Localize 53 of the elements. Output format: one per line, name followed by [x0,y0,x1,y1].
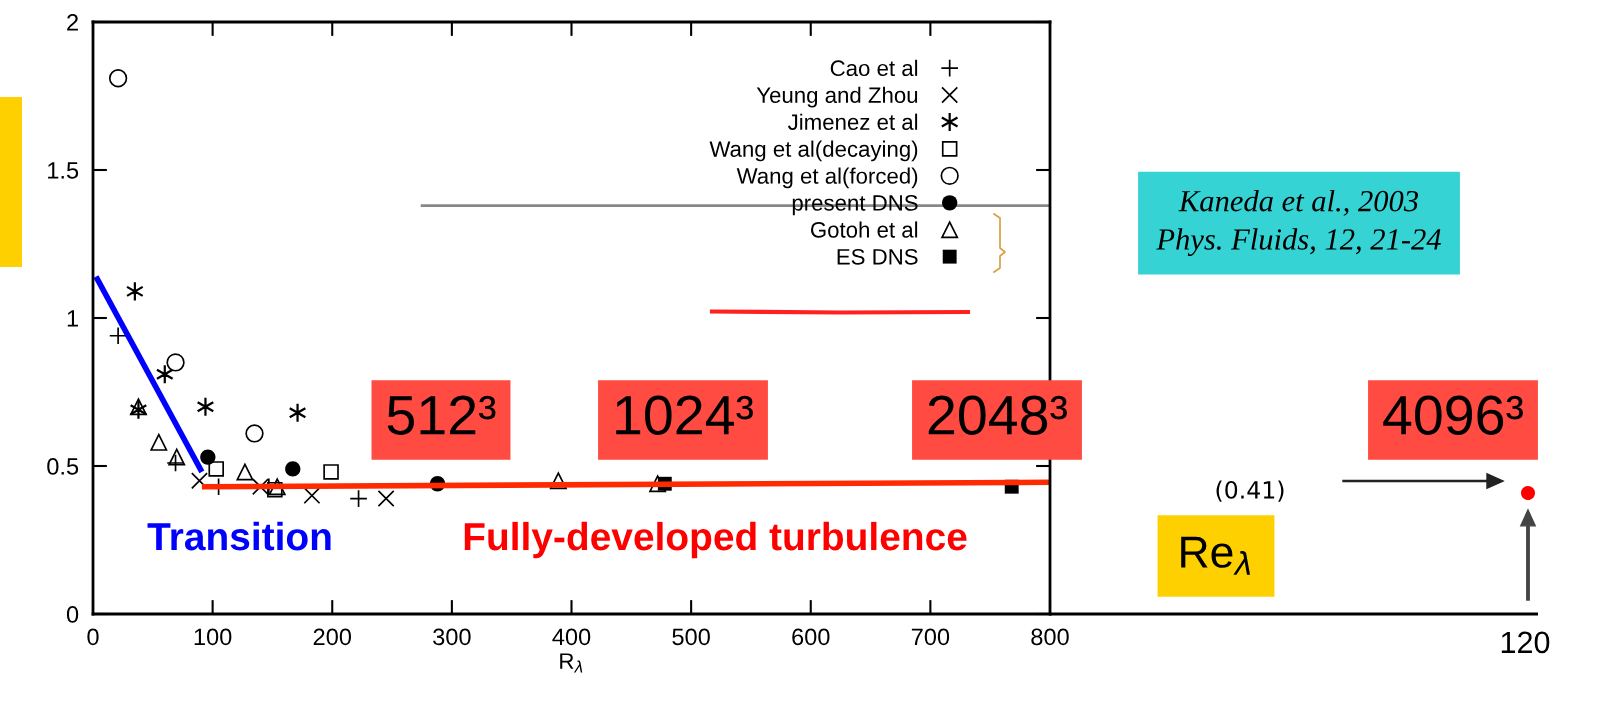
x-tick-label: 0 [87,628,99,646]
point [303,487,321,505]
x-axis-title: R$_{λ}$ [560,653,583,673]
annotation: 512³ [387,395,496,435]
text: Re$_{λ}$ [1181,536,1250,575]
x-tick-label: 500 [672,628,710,646]
annotation: 1024³ [616,395,753,435]
point [196,396,215,417]
text: (0.41) [1216,480,1284,502]
point [150,433,168,451]
y-tick-label: 0.5 [47,458,79,475]
point [155,364,174,385]
text: 120 [1501,631,1550,654]
point [285,461,301,477]
point [108,69,128,88]
point [129,398,147,416]
x-tick-label: 800 [1031,628,1069,646]
y-tick-label: 0 [66,606,79,623]
x-tick-label: 200 [313,628,352,646]
x-tick-label: 100 [194,628,232,646]
x-tick-label: 700 [911,628,950,646]
point [125,281,144,302]
point [236,463,254,481]
legend-label: Wang et al(decaying) [709,140,918,162]
x-tick-label: 300 [433,628,471,646]
legend-label: Gotoh et al [810,221,918,238]
x-tick-label: 400 [552,628,591,646]
point [200,449,216,465]
annotation: Transition [147,521,331,551]
point [129,399,148,420]
annotation: 2048³ [928,395,1067,435]
x-tick-label: 600 [792,628,830,646]
annotation: Fully-developed turbulence [464,521,967,559]
y-tick-label: 1 [67,310,78,327]
legend-label: Yeung and Zhou [756,86,918,108]
point [288,402,307,423]
legend-label: Jimenez et al [788,113,918,130]
y-tick-label: 2 [67,14,78,31]
point [377,490,395,508]
point [245,424,264,443]
legend-label: ES DNS [837,248,918,265]
point [208,461,224,477]
point [166,353,185,372]
text: Kaneda et al., 2003 Phys. Fluids, 12, 21-24 [1156,189,1441,257]
point [168,448,186,466]
legend-label: Cao et al [830,59,918,77]
point [549,472,567,490]
legend-label: Wang et al(forced) [736,167,918,189]
point [349,489,368,508]
point [323,464,339,480]
y-tick-label: 1.5 [48,162,79,179]
text: 4096³ [1383,395,1523,435]
legend-label: present DNS [792,195,918,216]
